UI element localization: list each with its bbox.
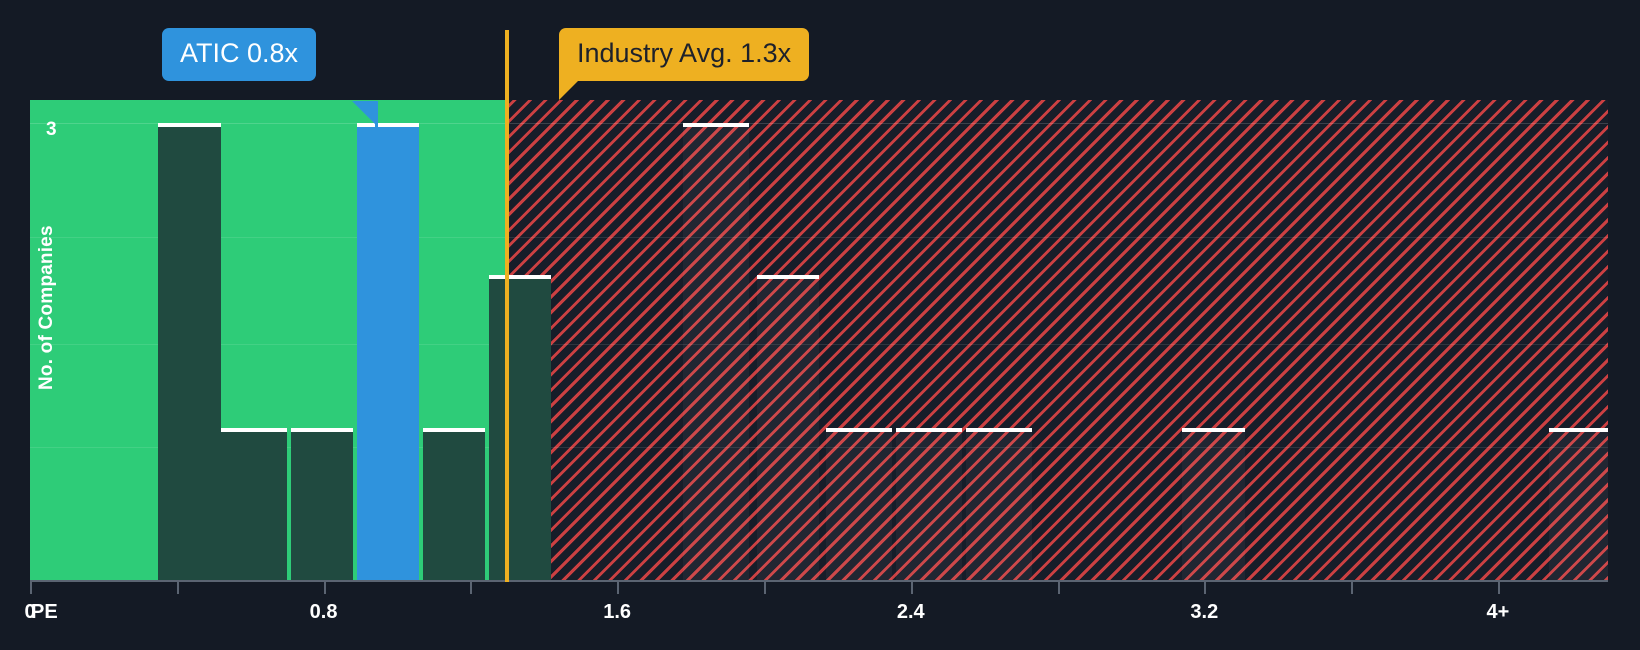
bar-cap	[896, 427, 963, 432]
bar-cap	[220, 427, 287, 432]
x-axis-tick	[30, 582, 32, 594]
bar-body	[826, 431, 893, 580]
bar-body	[422, 431, 486, 580]
bar	[158, 122, 221, 580]
bar-cap	[158, 122, 221, 127]
bar-cap	[488, 275, 552, 280]
bar-body	[290, 431, 353, 580]
bar	[422, 427, 486, 580]
x-axis-tick-label: 0	[24, 601, 36, 623]
x-axis-tick-label: 1.6	[603, 601, 632, 623]
bar	[965, 427, 1032, 580]
industry-callout-notch	[559, 74, 585, 100]
bar-cap	[756, 275, 819, 280]
bar-body	[1182, 431, 1245, 580]
bar-cap	[826, 427, 893, 432]
x-axis-tick-label: 3.2	[1190, 601, 1219, 623]
gridline	[30, 447, 1608, 449]
x-axis-tick-label: 2.4	[896, 601, 925, 623]
bar-cap	[356, 122, 419, 127]
bar	[756, 275, 819, 580]
industry-average-label: Industry Avg. 1.3x	[559, 28, 810, 82]
company-marker-label: ATIC 0.8x	[162, 28, 317, 82]
x-axis-title: PE	[31, 601, 58, 623]
bar-body	[683, 126, 750, 580]
bar-body	[1549, 431, 1608, 580]
y-axis-tick-label: 3	[46, 119, 57, 140]
x-axis-tick	[1351, 582, 1354, 594]
bar	[220, 427, 287, 580]
x-axis-tick	[1057, 582, 1060, 594]
x-axis-line	[30, 580, 1608, 582]
bar	[290, 427, 353, 580]
bar-cap	[1182, 427, 1245, 432]
bar-body	[158, 126, 221, 580]
bar	[896, 427, 963, 580]
bar	[826, 427, 893, 580]
x-axis-tick-label: 4+	[1486, 601, 1510, 623]
x-axis-tick	[910, 582, 913, 594]
bar-body	[756, 279, 819, 580]
bar-cap	[965, 427, 1032, 432]
x-axis-tick	[617, 582, 620, 594]
bar-body	[896, 431, 963, 580]
bar-company-highlight	[356, 122, 419, 580]
x-axis-tick	[763, 582, 766, 594]
bar	[1549, 427, 1608, 580]
bar-cap	[290, 427, 353, 432]
plot-area	[30, 100, 1608, 580]
x-axis-tick	[470, 582, 473, 594]
valuation-zone-overvalued	[507, 100, 1608, 580]
x-axis-tick	[1204, 582, 1207, 594]
bar	[683, 122, 750, 580]
x-axis-tick-label: 0.8	[309, 601, 338, 623]
bar-body	[356, 126, 419, 580]
bar-body	[220, 431, 287, 580]
x-axis-tick	[176, 582, 179, 594]
gridline	[30, 237, 1608, 239]
x-axis-tick	[323, 582, 326, 594]
bar	[1182, 427, 1245, 580]
bar	[488, 275, 552, 580]
gridline	[30, 343, 1608, 345]
y-axis-title: No. of Companies	[36, 225, 57, 390]
industry-average-marker-line	[505, 30, 510, 582]
bar-cap	[1549, 427, 1608, 432]
x-axis-tick	[1497, 582, 1500, 594]
bar-body	[488, 279, 552, 580]
bar-cap	[422, 427, 486, 432]
bar-body	[965, 431, 1032, 580]
bar-cap	[683, 122, 750, 127]
gridline	[30, 122, 1608, 124]
company-marker-stem	[375, 124, 378, 154]
